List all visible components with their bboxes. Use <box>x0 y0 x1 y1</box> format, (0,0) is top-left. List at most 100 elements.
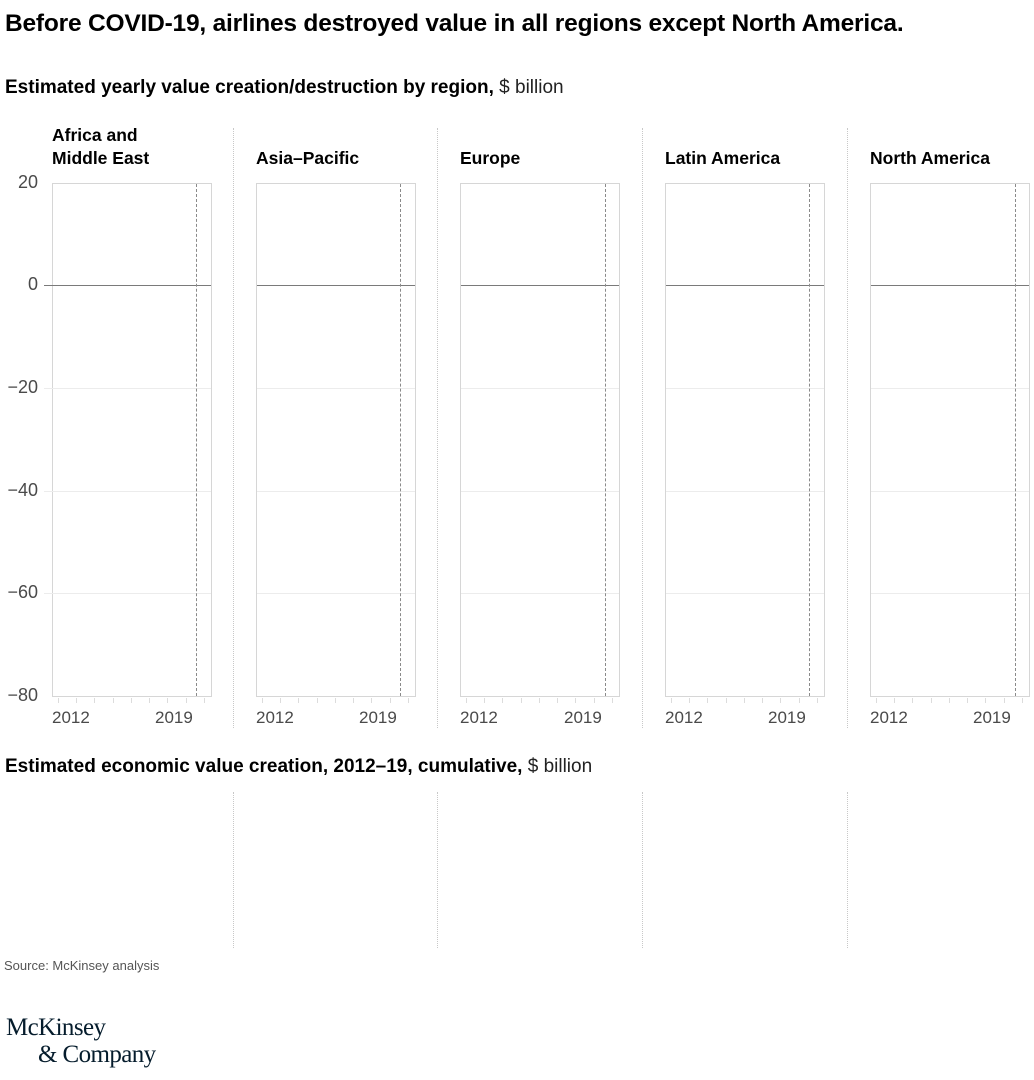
x-tick <box>594 698 595 703</box>
gridline <box>871 388 1029 389</box>
x-tick <box>575 698 576 703</box>
x-tick <box>967 698 968 703</box>
x-tick <box>113 698 114 703</box>
x-tick-label: 2012 <box>870 708 908 727</box>
x-tick <box>931 698 932 703</box>
x-tick <box>58 698 59 703</box>
x-tick <box>94 698 95 703</box>
panel-label: Asia–Pacific <box>256 148 360 168</box>
y-tick-label: −20 <box>7 377 38 397</box>
x-tick <box>817 698 818 703</box>
x-tick <box>557 698 558 703</box>
zero-line <box>257 285 415 286</box>
panel-label: Africa and Middle East <box>52 124 149 170</box>
plot-area <box>870 183 1030 703</box>
x-tick <box>539 698 540 703</box>
x-tick-label: 2019 <box>973 708 1011 727</box>
dashed-2019-marker <box>809 184 810 696</box>
panel-divider <box>847 792 848 948</box>
plot-area <box>256 183 416 703</box>
x-tick <box>131 698 132 703</box>
x-tick <box>167 698 168 703</box>
x-tick <box>262 698 263 703</box>
x-tick-label: 2012 <box>52 708 90 727</box>
gridline <box>257 593 415 594</box>
gridline <box>44 388 211 389</box>
x-tick <box>317 698 318 703</box>
panel-label-line1: Africa and <box>52 125 138 145</box>
x-tick-label: 2019 <box>564 708 602 727</box>
gridline <box>666 491 824 492</box>
gridline <box>871 593 1029 594</box>
x-tick <box>353 698 354 703</box>
logo-line1: McKinsey <box>6 1014 106 1041</box>
x-tick <box>484 698 485 703</box>
plot-area <box>460 183 620 703</box>
zero-line <box>461 285 619 286</box>
x-tick <box>280 698 281 703</box>
subtitle-unit: $ billion <box>493 77 564 98</box>
panel-divider <box>233 792 234 948</box>
gridline <box>257 491 415 492</box>
x-tick <box>612 698 613 703</box>
x-tick <box>876 698 877 703</box>
gridline <box>461 491 619 492</box>
x-tick-label: 2019 <box>155 708 193 727</box>
x-tick <box>186 698 187 703</box>
panel-label-line2: Middle East <box>52 148 150 168</box>
plot-area <box>665 183 825 703</box>
gridline <box>666 593 824 594</box>
x-tick <box>1022 698 1023 703</box>
x-tick <box>744 698 745 703</box>
panel-label: Latin America <box>665 148 781 168</box>
top-chart-subtitle: Estimated yearly value creation/destruct… <box>5 77 564 99</box>
panel-divider <box>642 792 643 948</box>
subtitle-unit: $ billion <box>522 756 593 777</box>
x-tick <box>1004 698 1005 703</box>
y-tick-label: −80 <box>7 685 38 705</box>
zero-line <box>871 285 1029 286</box>
x-tick <box>149 698 150 703</box>
x-tick <box>390 698 391 703</box>
dashed-2019-marker <box>1015 184 1016 696</box>
y-tick-label: 0 <box>27 274 38 294</box>
plot-area <box>44 183 212 703</box>
chart-title: Before COVID-19, airlines destroyed valu… <box>5 10 904 37</box>
panel-divider <box>642 128 643 728</box>
x-tick-label: 2012 <box>665 708 703 727</box>
y-tick-label: −40 <box>7 480 38 500</box>
gridline <box>44 593 211 594</box>
panel-divider <box>233 128 234 728</box>
gridline <box>461 593 619 594</box>
panel-divider <box>437 128 438 728</box>
x-tick <box>762 698 763 703</box>
panel-divider <box>437 792 438 948</box>
x-tick <box>726 698 727 703</box>
x-tick <box>985 698 986 703</box>
dashed-2019-marker <box>196 184 197 696</box>
x-tick <box>502 698 503 703</box>
gridline <box>44 491 211 492</box>
x-tick <box>671 698 672 703</box>
x-tick <box>76 698 77 703</box>
x-tick-label: 2019 <box>359 708 397 727</box>
subtitle-bold: Estimated economic value creation, 2012–… <box>5 756 523 777</box>
x-tick <box>298 698 299 703</box>
dashed-2019-marker <box>400 184 401 696</box>
source-note: Source: McKinsey analysis <box>4 958 160 973</box>
x-tick-label: 2019 <box>768 708 806 727</box>
subtitle-bold: Estimated yearly value creation/destruct… <box>5 77 494 98</box>
x-tick <box>894 698 895 703</box>
panel-label: North America <box>870 148 990 168</box>
x-tick <box>204 698 205 703</box>
gridline <box>666 388 824 389</box>
dashed-2019-marker <box>605 184 606 696</box>
x-tick <box>521 698 522 703</box>
x-tick <box>780 698 781 703</box>
x-tick <box>912 698 913 703</box>
x-tick-label: 2012 <box>256 708 294 727</box>
bottom-chart-subtitle: Estimated economic value creation, 2012–… <box>5 756 592 778</box>
gridline <box>461 388 619 389</box>
panel-label: Europe <box>460 148 521 168</box>
x-tick <box>949 698 950 703</box>
